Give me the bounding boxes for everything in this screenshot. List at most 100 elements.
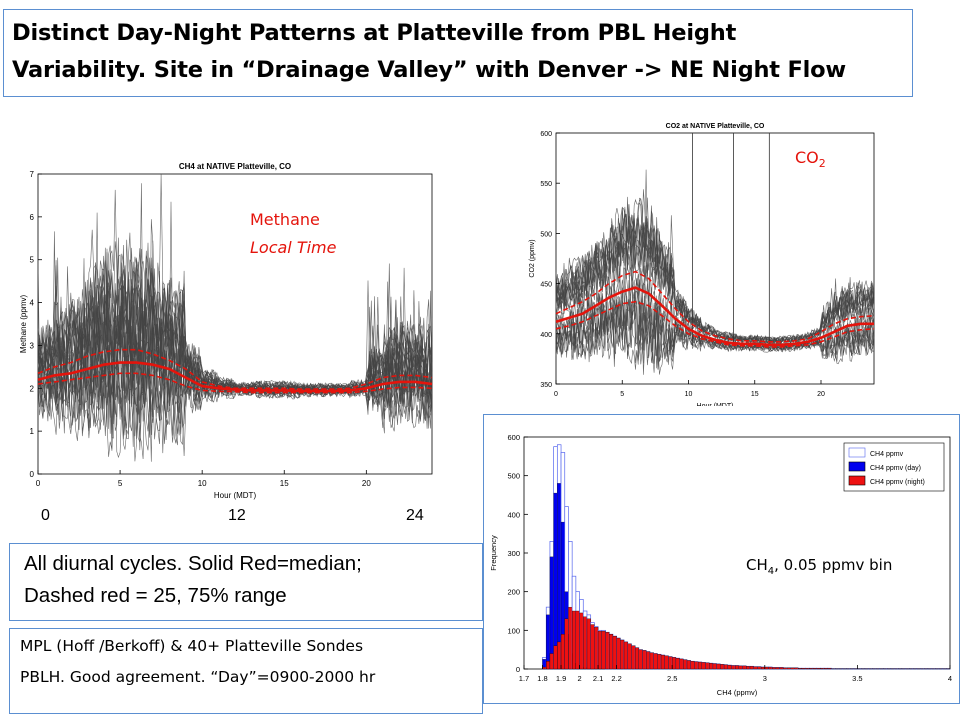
histogram-legend-label-2: CH4 ppmv (night): [870, 479, 925, 486]
mpl-note-line1: MPL (Hoff /Berkoff) & 40+ Platteville So…: [20, 637, 364, 655]
methane-ytick-label: 1: [30, 427, 35, 436]
histogram-bar-night: [790, 667, 795, 670]
histogram-xtick-label: 2.5: [667, 674, 677, 683]
methane-ytick-label: 4: [30, 299, 35, 308]
histogram-bar-night: [720, 664, 725, 670]
histogram-bar-night: [775, 667, 780, 670]
histogram-bar-night: [697, 661, 702, 670]
page-title-line2: Variability. Site in “Drainage Valley” w…: [12, 57, 847, 83]
histogram-bar-night: [660, 654, 665, 670]
co2-ytick-label: 550: [540, 181, 552, 188]
co2-xtick-label: 0: [554, 391, 558, 398]
histogram-bar-night: [712, 663, 717, 670]
histogram-bar-night: [731, 665, 736, 670]
header-box: Distinct Day-Night Patterns at Plattevil…: [3, 9, 913, 97]
histogram-bar-night: [820, 668, 825, 670]
histogram-bar-night: [597, 630, 602, 670]
histogram-bar-night: [586, 618, 591, 670]
methane-extra-tick-24: 24: [406, 507, 424, 524]
histogram-bar-night: [690, 661, 695, 670]
methane-ylabel: Methane (ppmv): [19, 295, 28, 354]
histogram-legend-label-1: CH4 ppmv (day): [870, 465, 921, 472]
histogram-bar-night: [553, 645, 558, 670]
histogram-bar-night: [694, 661, 699, 670]
histogram-legend-swatch-1: [848, 461, 866, 472]
histogram-ylabel: Frequency: [489, 535, 498, 571]
co2-xlabel: Hour (MDT): [697, 403, 734, 406]
histogram-box: 1.7 1.8 1.9 2 2.1 2.2 2.5 3 3.5 4 0 100 200 300 400 500…: [483, 414, 960, 704]
histogram-bar-night: [768, 666, 773, 670]
histogram-bar-day: [557, 483, 562, 670]
methane-xlabel: Hour (MDT): [214, 491, 257, 500]
co2-diurnal-trace: [555, 221, 875, 345]
histogram-bar-night: [727, 664, 732, 670]
histogram-bar-night: [675, 658, 680, 670]
histogram-bar-night: [634, 647, 639, 670]
histogram-bar-night: [823, 668, 828, 670]
methane-xtick-label: 15: [280, 479, 289, 488]
histogram-bar-night: [546, 661, 551, 670]
histogram-bar-night: [594, 627, 599, 670]
histogram-bar-night: [672, 657, 677, 670]
histogram-bar-day: [546, 614, 551, 670]
histogram-xtick-label: 3: [763, 674, 767, 683]
histogram-bar-night: [760, 666, 765, 670]
histogram-xlabel: CH4 (ppmv): [717, 688, 758, 697]
histogram-bar-night: [557, 641, 562, 670]
histogram-xtick-label: 2.2: [611, 674, 621, 683]
methane-ytick-label: 0: [30, 470, 35, 479]
co2-chart: CO2 at NATIVE Platteville, CO 0 5 10 15 20 350…: [529, 123, 875, 406]
histogram-legend-swatch-2: [848, 475, 866, 486]
histogram-ytick-label: 600: [507, 433, 520, 442]
methane-xtick-label: 5: [118, 479, 123, 488]
histogram-xtick-label: 4: [948, 674, 952, 683]
histogram-bar-night: [568, 606, 573, 670]
histogram-bar-night: [716, 663, 721, 670]
histogram-bar-night: [638, 649, 643, 670]
histogram-bar-night: [816, 668, 821, 670]
histogram-bar-night: [764, 666, 769, 670]
histogram-bar-night: [579, 612, 584, 670]
histogram-bar-night: [664, 655, 669, 670]
methane-ytick-label: 7: [30, 170, 35, 179]
histogram-bar-night: [742, 665, 747, 670]
methane-label: Methane: [250, 210, 320, 229]
histogram-bar-night: [646, 651, 651, 670]
histogram-bar-night: [801, 668, 806, 670]
methane-series-75th: [37, 348, 433, 390]
histogram-bar-night: [605, 632, 610, 670]
histogram-bar-night: [649, 652, 654, 670]
co2-ytick-label: 450: [540, 282, 552, 289]
histogram-bar-night: [575, 610, 580, 670]
histogram-bar-day: [549, 556, 554, 670]
methane-chart: CH4 at NATIVE Platteville, CO 0 5 10 15 20 0 1 2…: [19, 162, 433, 500]
histogram-bar-night: [657, 654, 662, 670]
histogram-bar-night: [627, 643, 632, 670]
histogram-bar-night: [549, 653, 554, 670]
co2-ytick-label: 600: [540, 131, 552, 138]
methane-ytick-label: 3: [30, 341, 35, 350]
diurnal-note-line2: Dashed red = 25, 75% range: [24, 584, 287, 607]
histogram-bar-night: [590, 624, 595, 670]
methane-extra-tick-0: 0: [41, 507, 50, 524]
histogram-bar-night: [753, 666, 758, 670]
methane-local-time-label: Local Time: [250, 238, 337, 257]
histogram-bar-night: [772, 667, 777, 670]
co2-ylabel: CO2 (ppmv): [529, 239, 536, 277]
histogram-xtick-label: 2.1: [593, 674, 603, 683]
methane-xtick-label: 10: [198, 479, 207, 488]
histogram-bar-night: [757, 666, 762, 670]
co2-title: CO2 at NATIVE Platteville, CO: [666, 123, 765, 130]
histogram-bar-night: [542, 666, 547, 670]
methane-chart-panel: CH4 at NATIVE Platteville, CO 0 5 10 15 20 0 1 2…: [18, 124, 448, 502]
histogram-bar-night: [623, 641, 628, 670]
mpl-note-box: MPL (Hoff /Berkoff) & 40+ Platteville So…: [9, 628, 483, 714]
histogram-ytick-label: 300: [507, 549, 520, 558]
histogram-bar-night: [779, 667, 784, 670]
histogram-bar-night: [723, 664, 728, 670]
histogram-bar-day: [553, 492, 558, 670]
histogram-bar-night: [653, 653, 658, 670]
methane-series-median: [37, 361, 433, 393]
histogram-bar-night: [794, 667, 799, 670]
histogram-bar-night: [683, 659, 688, 670]
